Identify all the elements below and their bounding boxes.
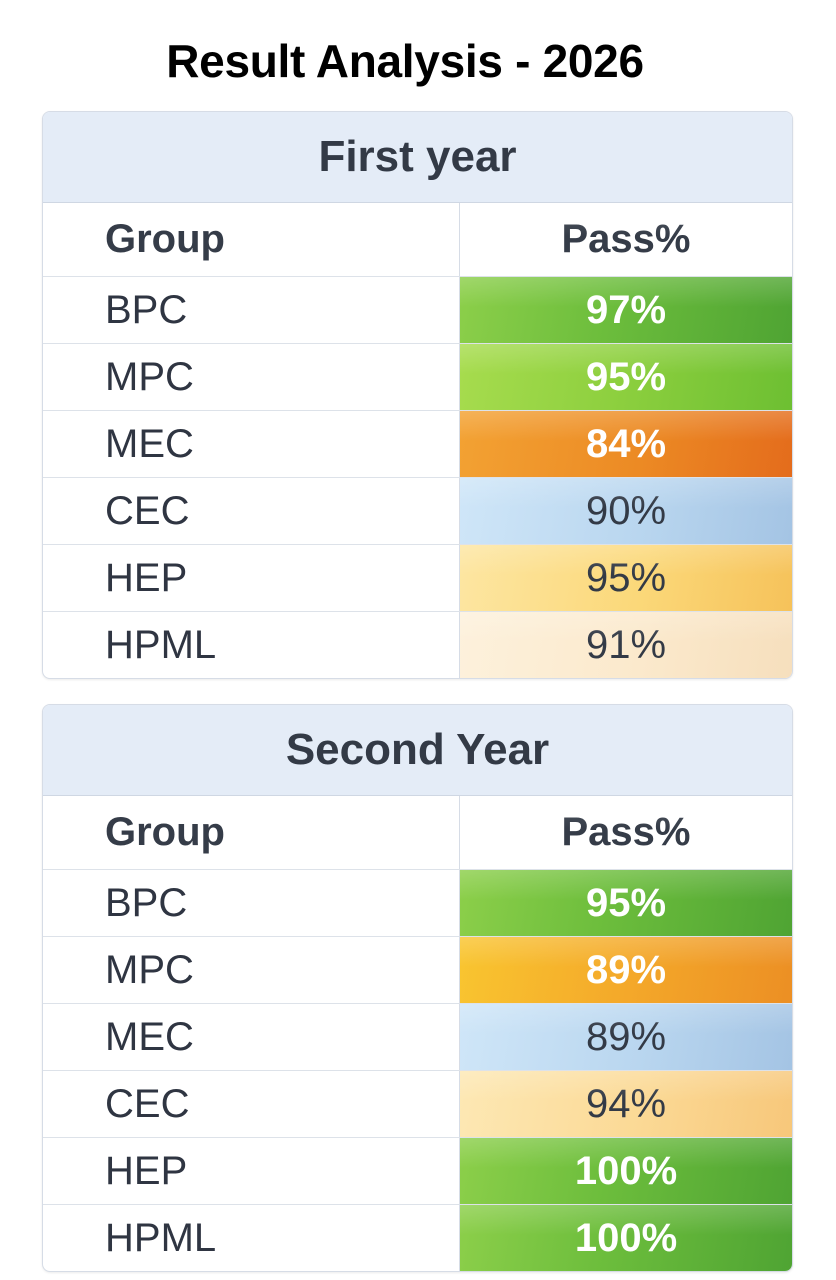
table-row: CEC 90% (43, 478, 792, 545)
table-row: HEP 100% (43, 1138, 792, 1205)
group-cell: MEC (43, 411, 460, 477)
table-row: BPC 97% (43, 277, 792, 344)
pass-cell: 90% (460, 478, 792, 544)
table-row: HEP 95% (43, 545, 792, 612)
pass-cell: 94% (460, 1071, 792, 1137)
header-group: Group (43, 796, 460, 869)
group-cell: CEC (43, 1071, 460, 1137)
table-row: HPML 100% (43, 1205, 792, 1271)
page-title: Result Analysis - 2026 (166, 35, 644, 87)
pass-cell: 97% (460, 277, 792, 343)
pass-cell: 84% (460, 411, 792, 477)
group-cell: MPC (43, 344, 460, 410)
group-cell: BPC (43, 277, 460, 343)
table-row: BPC 95% (43, 870, 792, 937)
pass-cell: 95% (460, 545, 792, 611)
pass-cell: 89% (460, 1004, 792, 1070)
group-cell: HEP (43, 545, 460, 611)
table-row: HPML 91% (43, 612, 792, 678)
table-header-row: Group Pass% (43, 796, 792, 870)
header-pass: Pass% (460, 203, 792, 276)
header-group: Group (43, 203, 460, 276)
second-year-table: Second Year Group Pass% BPC 95% MPC 89% … (42, 704, 793, 1272)
header-pass: Pass% (460, 796, 792, 869)
group-cell: HEP (43, 1138, 460, 1204)
pass-cell: 100% (460, 1138, 792, 1204)
table-row: MPC 95% (43, 344, 792, 411)
pass-cell: 89% (460, 937, 792, 1003)
group-cell: MPC (43, 937, 460, 1003)
group-cell: HPML (43, 1205, 460, 1271)
table-row: MEC 89% (43, 1004, 792, 1071)
pass-cell: 95% (460, 870, 792, 936)
table-header-row: Group Pass% (43, 203, 792, 277)
group-cell: HPML (43, 612, 460, 678)
group-cell: MEC (43, 1004, 460, 1070)
first-year-table: First year Group Pass% BPC 97% MPC 95% M… (42, 111, 793, 679)
group-cell: BPC (43, 870, 460, 936)
pass-cell: 100% (460, 1205, 792, 1271)
pass-cell: 95% (460, 344, 792, 410)
table-row: MEC 84% (43, 411, 792, 478)
table-row: MPC 89% (43, 937, 792, 1004)
table-title: Second Year (43, 705, 792, 796)
table-title: First year (43, 112, 792, 203)
table-row: CEC 94% (43, 1071, 792, 1138)
group-cell: CEC (43, 478, 460, 544)
pass-cell: 91% (460, 612, 792, 678)
